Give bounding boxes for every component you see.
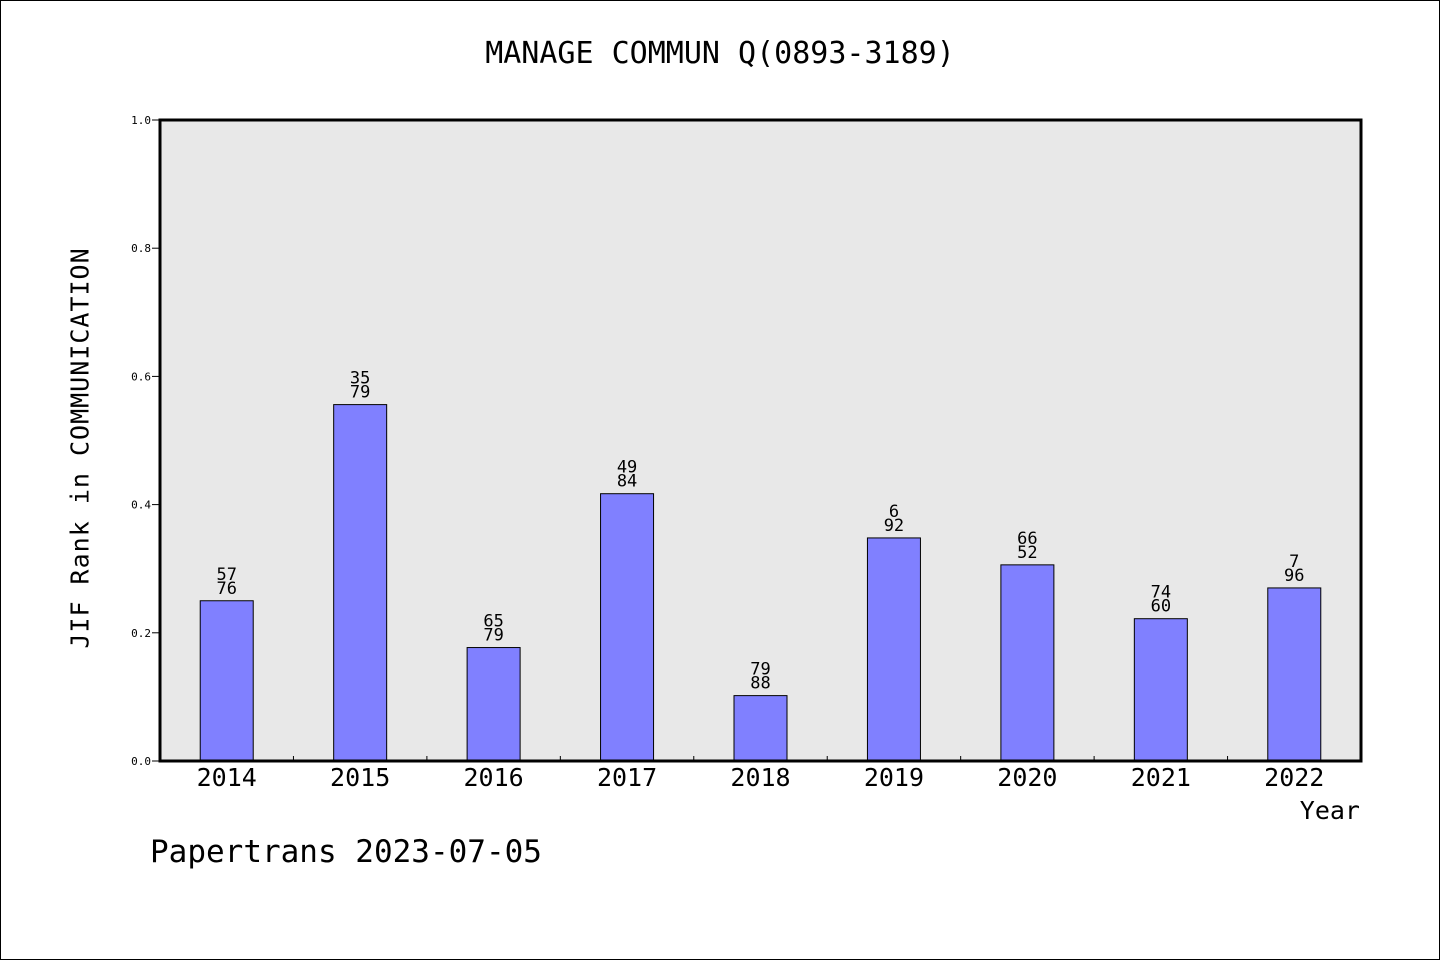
bar-rank-label: 66: [1017, 529, 1037, 549]
bar-rank-label: 74: [1151, 583, 1171, 603]
bar-total-label: 76: [216, 579, 236, 599]
bar-rank-label: 35: [350, 369, 370, 389]
bar-2015: [333, 404, 388, 762]
bar-total-label: 52: [1017, 543, 1037, 563]
bar-rank-label: 49: [617, 458, 637, 478]
x-tick-label: 2017: [597, 763, 657, 792]
bar-2021: [1133, 618, 1188, 762]
bar-total-label: 79: [350, 383, 370, 403]
x-tick-label: 2014: [197, 763, 257, 792]
x-tick-label: 2015: [330, 763, 390, 792]
chart-title: MANAGE COMMUN Q(0893-3189): [485, 36, 955, 71]
plot-border: [158, 118, 1363, 763]
x-tick-label: 2022: [1264, 763, 1324, 792]
bar-2016: [466, 647, 521, 762]
bar-total-label: 96: [1284, 566, 1304, 586]
x-tick-label: 2016: [464, 763, 524, 792]
y-tick-label: 0.0: [131, 755, 151, 768]
x-axis-label: Year: [1299, 796, 1360, 825]
bar-2017: [600, 493, 655, 762]
x-tick-label: 2021: [1131, 763, 1191, 792]
y-tick-label: 0.2: [131, 627, 151, 640]
bar-total-label: 60: [1151, 597, 1171, 617]
bar-total-label: 84: [617, 472, 637, 492]
y-tick-label: 1.0: [131, 114, 151, 127]
bar-total-label: 92: [884, 516, 904, 536]
y-tick-label: 0.4: [131, 499, 151, 512]
footer-text: Papertrans 2023-07-05: [150, 834, 542, 870]
bar-rank-label: 79: [750, 660, 770, 680]
bar-2020: [1000, 564, 1055, 762]
y-axis-label: JIF Rank in COMMUNICATION: [65, 247, 95, 649]
y-tick-label: 0.6: [131, 370, 151, 383]
bar-rank-label: 57: [216, 565, 236, 585]
bar-2019: [866, 537, 921, 762]
bar-2018: [733, 695, 788, 762]
bar-total-label: 79: [483, 626, 503, 646]
x-tick-label: 2018: [730, 763, 790, 792]
bar-rank-label: 6: [889, 502, 899, 522]
bar-rank-label: 7: [1289, 552, 1299, 572]
bar-total-label: 88: [750, 674, 770, 694]
bar-2022: [1267, 587, 1322, 762]
bar-rank-label: 65: [483, 612, 503, 632]
y-tick-label: 0.8: [131, 242, 151, 255]
x-tick-label: 2020: [997, 763, 1057, 792]
bar-2014: [199, 600, 254, 762]
x-tick-label: 2019: [864, 763, 924, 792]
